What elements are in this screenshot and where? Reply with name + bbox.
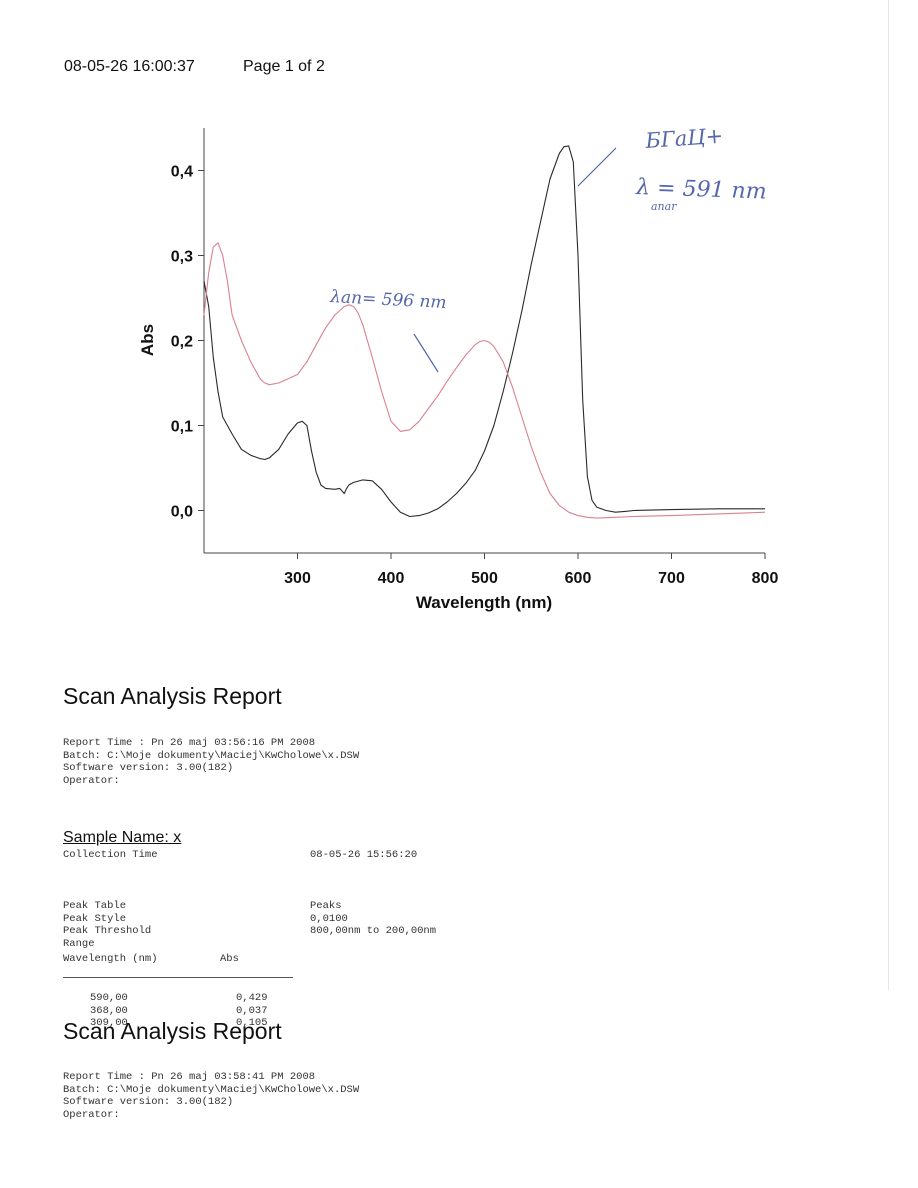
peak-params-labels: Peak Table Peak Style Peak Threshold Range — [63, 888, 151, 950]
x-tick-label: 300 — [284, 570, 311, 587]
table-rule — [63, 977, 293, 978]
report-1-info: Report Time : Pn 26 maj 03:56:16 PM 2008… — [63, 725, 359, 787]
y-tick-label: 0,3 — [171, 249, 193, 266]
page-indicator: Page 1 of 2 — [243, 58, 325, 75]
annotation-pointer-2 — [577, 147, 617, 187]
y-tick-label: 0,1 — [171, 419, 193, 436]
peak-params-values: Peaks 0,0100 800,00nm to 200,00nm — [310, 888, 436, 938]
table-cell: 0,429 — [236, 992, 268, 1005]
x-tick-label: 600 — [565, 570, 592, 587]
param-label: Range — [63, 937, 95, 950]
table-header-wavelength: Wavelength (nm) — [63, 953, 158, 965]
y-tick-label: 0,0 — [171, 504, 193, 521]
param-label: Peak Table — [63, 900, 127, 913]
param-value: Peaks — [310, 900, 342, 913]
table-header-abs: Abs — [220, 953, 239, 965]
annotation-lambda-596: λan= 596 nm — [329, 287, 447, 313]
series-line-2 — [203, 242, 766, 519]
table-cell: 590,00 — [90, 992, 128, 1005]
table-cell: 0,105 — [236, 1017, 268, 1030]
report-2-software: Software version: 3.00(182) — [63, 1096, 234, 1109]
report-2-operator: Operator: — [63, 1108, 120, 1121]
x-axis-label: Wavelength (nm) — [416, 593, 552, 612]
chart-series — [203, 145, 766, 519]
report-2-time: Report Time : Pn 26 maj 03:58:41 PM 2008 — [63, 1071, 316, 1084]
report-2-info: Report Time : Pn 26 maj 03:58:41 PM 2008… — [63, 1059, 359, 1121]
x-tick-label: 500 — [471, 570, 498, 587]
peak-abs-column: 0,429 0,037 0,105 — [236, 980, 268, 1030]
collection-time-value: 08-05-26 15:56:20 — [310, 849, 418, 861]
y-tick-label: 0,2 — [171, 334, 193, 351]
param-label: Peak Threshold — [63, 925, 152, 938]
report-1-time: Report Time : Pn 26 maj 03:56:16 PM 2008 — [63, 737, 316, 750]
absorbance-chart: 0,0 0,1 0,2 0,3 0,4 300 400 500 600 700 800 Wavelen… — [138, 124, 778, 612]
param-value: 0,0100 — [310, 912, 348, 925]
sample-name: Sample Name: x — [63, 829, 182, 846]
report-1-software: Software version: 3.00(182) — [63, 762, 234, 775]
report-title-2: Scan Analysis Report — [63, 1018, 282, 1044]
x-tick-label: 700 — [658, 570, 685, 587]
y-axis-label: Abs — [138, 324, 157, 356]
series-line-1 — [203, 145, 765, 518]
annotation-subscript: аnаr — [651, 200, 677, 213]
table-cell: 0,037 — [236, 1004, 268, 1017]
x-tick-label: 400 — [378, 570, 405, 587]
annotation-pointer-1 — [413, 333, 439, 373]
table-cell: 309,00 — [90, 1017, 128, 1030]
table-cell: 368,00 — [90, 1004, 128, 1017]
param-label: Peak Style — [63, 912, 127, 925]
y-tick-label: 0,4 — [171, 164, 193, 181]
report-1-batch: Batch: C:\Moje dokumenty\Maciej\KwCholow… — [63, 749, 360, 762]
print-datetime: 08-05-26 16:00:37 — [64, 58, 195, 75]
annotation-label: БГаЦ+ — [644, 124, 724, 153]
x-tick-label: 800 — [752, 570, 779, 587]
param-value: 800,00nm to 200,00nm — [310, 925, 437, 938]
annotation-lambda-591: λ = 591 nm — [635, 175, 767, 205]
scan-edge-line — [888, 0, 889, 990]
report-title-1: Scan Analysis Report — [63, 683, 282, 709]
collection-time-label: Collection Time — [63, 849, 158, 861]
chart-axes: 0,0 0,1 0,2 0,3 0,4 300 400 500 600 700 800 Wavelen… — [138, 128, 778, 612]
peak-wavelength-column: 590,00 368,00 309,00 — [90, 980, 128, 1030]
report-1-operator: Operator: — [63, 774, 120, 787]
report-2-batch: Batch: C:\Moje dokumenty\Maciej\KwCholow… — [63, 1083, 360, 1096]
